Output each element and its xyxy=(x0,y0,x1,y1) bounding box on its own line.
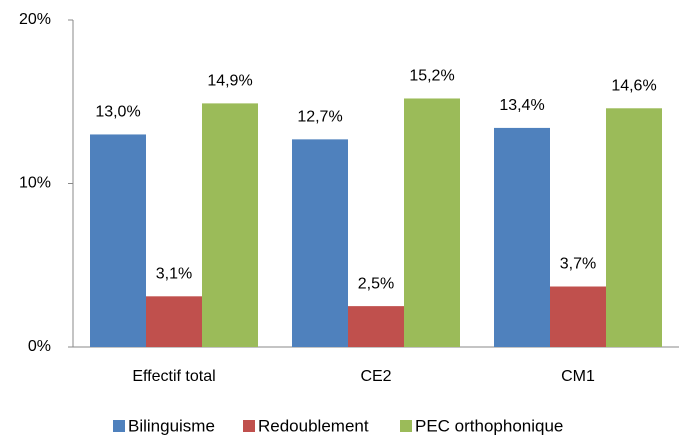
x-tick-label: CM1 xyxy=(561,368,595,385)
legend-swatch xyxy=(243,420,255,432)
bar xyxy=(90,134,146,347)
value-label: 14,9% xyxy=(207,73,252,90)
value-label: 15,2% xyxy=(409,68,454,85)
bar xyxy=(404,98,460,347)
value-label: 13,4% xyxy=(499,97,544,114)
bar xyxy=(146,296,202,347)
legend-swatch xyxy=(400,420,412,432)
legend-swatch xyxy=(113,420,125,432)
value-label: 12,7% xyxy=(297,109,342,126)
x-tick-label: Effectif total xyxy=(132,368,215,385)
value-label: 2,5% xyxy=(358,275,394,292)
y-tick-label: 10% xyxy=(19,175,51,192)
bar xyxy=(494,127,550,347)
value-label: 3,1% xyxy=(156,266,192,283)
legend-label: Bilinguisme xyxy=(128,416,215,435)
bar xyxy=(348,306,404,347)
x-tick-label: CE2 xyxy=(360,368,391,385)
bar xyxy=(292,139,348,347)
bar xyxy=(550,286,606,347)
legend-label: PEC orthophonique xyxy=(415,416,563,435)
y-tick-label: 0% xyxy=(28,338,51,355)
legend-label: Redoublement xyxy=(258,416,369,435)
value-label: 13,0% xyxy=(95,104,140,121)
bar xyxy=(202,103,258,347)
bar xyxy=(606,108,662,347)
value-label: 14,6% xyxy=(611,78,656,95)
y-tick-label: 20% xyxy=(19,11,51,28)
value-label: 3,7% xyxy=(560,256,596,273)
